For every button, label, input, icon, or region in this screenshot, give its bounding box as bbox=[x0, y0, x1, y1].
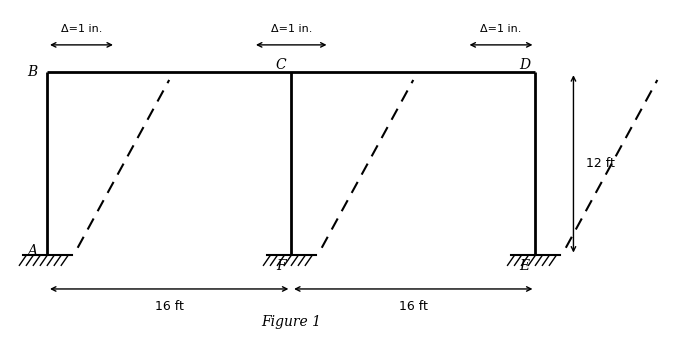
Text: 16 ft: 16 ft bbox=[155, 300, 183, 312]
Text: 16 ft: 16 ft bbox=[399, 300, 428, 312]
Text: C: C bbox=[275, 58, 286, 72]
Text: Δ=1 in.: Δ=1 in. bbox=[481, 24, 522, 34]
Text: Figure 1: Figure 1 bbox=[262, 315, 321, 329]
Text: Δ=1 in.: Δ=1 in. bbox=[61, 24, 102, 34]
Text: 12 ft: 12 ft bbox=[586, 157, 615, 170]
Text: F: F bbox=[276, 259, 285, 273]
Text: D: D bbox=[519, 58, 530, 72]
Text: B: B bbox=[27, 66, 37, 79]
Text: Δ=1 in.: Δ=1 in. bbox=[270, 24, 312, 34]
Text: A: A bbox=[27, 244, 37, 258]
Text: E: E bbox=[520, 259, 530, 273]
